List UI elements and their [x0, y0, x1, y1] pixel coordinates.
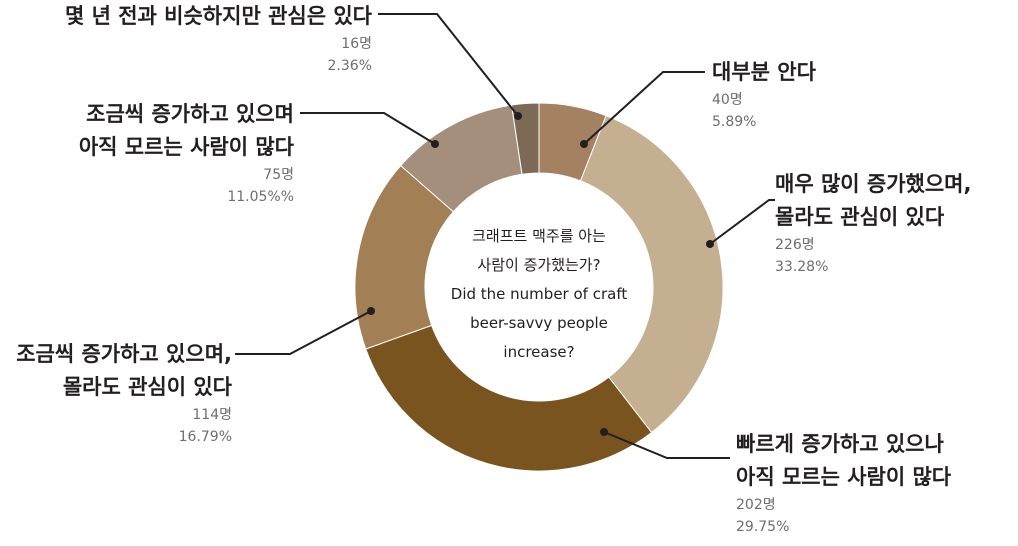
slice-percent: 5.89%: [712, 114, 757, 130]
leader-line: [235, 310, 372, 355]
slice-label-rapidly-increasing: 빠르게 증가하고 있으나 아직 모르는 사람이 많다 202명 29.75%: [736, 428, 951, 538]
slice-count: 75명: [263, 167, 294, 183]
slice-name: 조금씩 증가하고 있으며,: [16, 342, 232, 366]
slice-name: 아직 모르는 사람이 많다: [78, 135, 294, 159]
slice-label-similar-but-interested: 몇 년 전과 비슷하지만 관심은 있다 16명 2.36%: [20, 0, 372, 77]
slice-label-slowly-increasing-unaware: 조금씩 증가하고 있으며 아직 모르는 사람이 많다 75명 11.05%%: [20, 98, 294, 208]
leader-dot: [367, 307, 375, 315]
slice-count: 226명: [775, 237, 815, 253]
slice-count: 202명: [736, 497, 776, 513]
center-line: increase?: [503, 343, 575, 361]
leader-lines: [235, 13, 775, 459]
leader-line: [378, 13, 519, 117]
leader-dot: [514, 112, 522, 120]
slice-count: 16명: [341, 36, 372, 52]
slice-name: 매우 많이 증가했으며,: [775, 172, 972, 196]
slice-name: 몰라도 관심이 있다: [775, 205, 945, 229]
center-line: 사람이 증가했는가?: [477, 256, 601, 274]
slice-percent: 11.05%%: [227, 189, 294, 205]
slice-name: 빠르게 증가하고 있으나: [736, 432, 944, 456]
slice-count: 114명: [192, 407, 232, 423]
slice-name: 아직 모르는 사람이 많다: [736, 465, 952, 489]
slice-percent: 16.79%: [178, 429, 232, 445]
leader-dot: [706, 240, 714, 248]
slice-percent: 2.36%: [327, 58, 372, 74]
leader-line: [603, 431, 730, 459]
leader-dot: [600, 428, 608, 436]
center-line: beer-savvy people: [470, 314, 608, 332]
leader-dot: [580, 140, 588, 148]
slice-name: 몰라도 관심이 있다: [62, 375, 232, 399]
donut-slices: [354, 102, 724, 472]
slice-count: 40명: [712, 92, 743, 108]
leader-line: [709, 199, 775, 245]
center-line: 크래프트 맥주를 아는: [472, 227, 606, 245]
slice-percent: 33.28%: [775, 259, 829, 275]
slice-name: 대부분 안다: [712, 60, 816, 84]
slice-name: 몇 년 전과 비슷하지만 관심은 있다: [64, 4, 372, 28]
slice-percent: 29.75%: [736, 519, 790, 535]
leader-dot: [431, 140, 439, 148]
slice-label-greatly-increased: 매우 많이 증가했으며, 몰라도 관심이 있다 226명 33.28%: [775, 168, 971, 278]
leader-line: [583, 71, 705, 145]
center-line: Did the number of craft: [450, 285, 628, 303]
chart-center-title: 크래프트 맥주를 아는 사람이 증가했는가? Did the number of…: [429, 222, 649, 367]
donut-slice: [511, 102, 540, 175]
slice-name: 조금씩 증가하고 있으며: [86, 102, 294, 126]
slice-label-mostly-know: 대부분 안다 40명 5.89%: [712, 56, 816, 133]
slice-label-slowly-increasing-interested: 조금씩 증가하고 있으며, 몰라도 관심이 있다 114명 16.79%: [0, 338, 232, 448]
donut-slice: [365, 324, 653, 472]
leader-line: [300, 112, 436, 145]
donut-slice: [579, 115, 724, 434]
